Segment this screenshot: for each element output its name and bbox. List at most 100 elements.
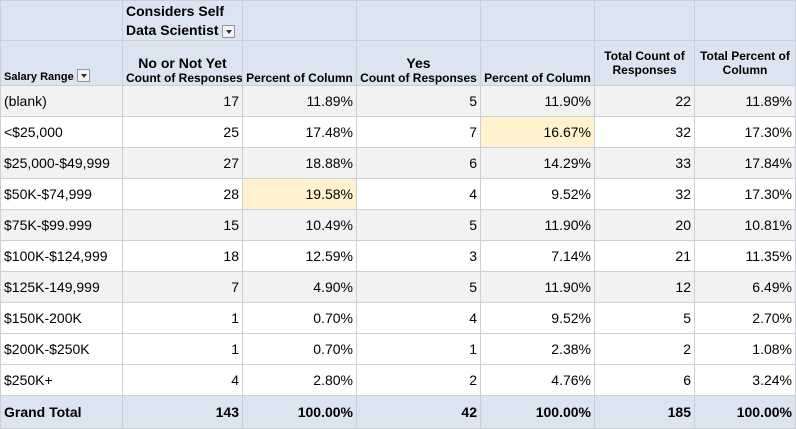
grand-total-label[interactable]: Grand Total <box>0 395 123 429</box>
grand-total-percent[interactable]: 100.00% <box>694 395 796 429</box>
group-no-percent-header[interactable]: Percent of Column <box>242 40 357 86</box>
row-field-label: Salary Range <box>4 71 74 83</box>
no-count-cell[interactable]: 7 <box>122 271 243 303</box>
total-count-cell[interactable]: 2 <box>594 333 695 365</box>
group-yes-percent-subheader: Percent of Column <box>484 71 591 85</box>
table-row: $125K-149,999 7 4.90% 5 11.90% 12 6.49% <box>0 271 796 303</box>
total-percent-cell[interactable]: 6.49% <box>694 271 796 303</box>
no-percent-cell[interactable]: 17.48% <box>242 116 357 148</box>
total-count-cell[interactable]: 32 <box>594 116 695 148</box>
row-label-cell[interactable]: $150K-200K <box>0 302 123 334</box>
row-label-cell[interactable]: $50K-$74,999 <box>0 178 123 210</box>
yes-percent-cell[interactable]: 7.14% <box>480 240 595 272</box>
no-count-cell[interactable]: 15 <box>122 209 243 241</box>
yes-count-cell[interactable]: 4 <box>356 302 481 334</box>
grand-total-yes-count[interactable]: 42 <box>356 395 481 429</box>
group-yes-percent-header[interactable]: Percent of Column <box>480 40 595 86</box>
total-percent-cell[interactable]: 11.35% <box>694 240 796 272</box>
total-percent-cell[interactable]: 17.84% <box>694 147 796 179</box>
total-percent-header-line2: Column <box>722 63 768 77</box>
row-label-cell[interactable]: $125K-149,999 <box>0 271 123 303</box>
yes-percent-cell[interactable]: 11.90% <box>480 209 595 241</box>
row-label-cell[interactable]: $75K-$99.999 <box>0 209 123 241</box>
table-row: $75K-$99.999 15 10.49% 5 11.90% 20 10.81… <box>0 209 796 241</box>
total-percent-header-line1: Total Percent of <box>700 49 790 63</box>
total-count-cell[interactable]: 21 <box>594 240 695 272</box>
column-field-header[interactable]: Considers Self Data Scientist <box>122 0 243 41</box>
grand-total-count[interactable]: 185 <box>594 395 695 429</box>
yes-count-cell[interactable]: 5 <box>356 209 481 241</box>
row-label-cell[interactable]: $200K-$250K <box>0 333 123 365</box>
total-percent-cell[interactable]: 10.81% <box>694 209 796 241</box>
yes-count-cell[interactable]: 2 <box>356 364 481 396</box>
no-percent-cell[interactable]: 2.80% <box>242 364 357 396</box>
total-count-cell[interactable]: 32 <box>594 178 695 210</box>
yes-percent-cell[interactable]: 11.90% <box>480 85 595 117</box>
yes-percent-cell[interactable]: 4.76% <box>480 364 595 396</box>
row-label-cell[interactable]: (blank) <box>0 85 123 117</box>
no-percent-cell[interactable]: 18.88% <box>242 147 357 179</box>
total-percent-cell[interactable]: 17.30% <box>694 178 796 210</box>
total-count-cell[interactable]: 12 <box>594 271 695 303</box>
total-count-cell[interactable]: 33 <box>594 147 695 179</box>
no-count-cell[interactable]: 17 <box>122 85 243 117</box>
total-count-cell[interactable]: 22 <box>594 85 695 117</box>
no-percent-cell-highlighted[interactable]: 19.58% <box>242 178 357 210</box>
grand-total-yes-percent[interactable]: 100.00% <box>480 395 595 429</box>
total-percent-cell[interactable]: 2.70% <box>694 302 796 334</box>
no-percent-cell[interactable]: 0.70% <box>242 302 357 334</box>
group-no-header[interactable]: No or Not Yet Count of Responses <box>122 40 243 86</box>
no-count-cell[interactable]: 18 <box>122 240 243 272</box>
column-field-filter-icon[interactable] <box>221 24 235 38</box>
total-percent-cell[interactable]: 3.24% <box>694 364 796 396</box>
no-percent-cell[interactable]: 12.59% <box>242 240 357 272</box>
no-percent-cell[interactable]: 10.49% <box>242 209 357 241</box>
row-label-cell[interactable]: <$25,000 <box>0 116 123 148</box>
no-count-cell[interactable]: 1 <box>122 302 243 334</box>
grand-total-no-count[interactable]: 143 <box>122 395 243 429</box>
no-percent-cell[interactable]: 11.89% <box>242 85 357 117</box>
no-count-cell[interactable]: 28 <box>122 178 243 210</box>
total-percent-cell[interactable]: 1.08% <box>694 333 796 365</box>
no-count-cell[interactable]: 4 <box>122 364 243 396</box>
total-count-header[interactable]: Total Count of Responses <box>594 40 695 86</box>
yes-count-cell[interactable]: 1 <box>356 333 481 365</box>
no-percent-cell[interactable]: 4.90% <box>242 271 357 303</box>
yes-count-cell[interactable]: 3 <box>356 240 481 272</box>
yes-count-cell[interactable]: 6 <box>356 147 481 179</box>
total-count-cell[interactable]: 6 <box>594 364 695 396</box>
total-percent-header[interactable]: Total Percent of Column <box>694 40 796 86</box>
table-row: <$25,000 25 17.48% 7 16.67% 32 17.30% <box>0 116 796 148</box>
total-percent-cell[interactable]: 17.30% <box>694 116 796 148</box>
no-percent-cell[interactable]: 0.70% <box>242 333 357 365</box>
yes-percent-cell[interactable]: 9.52% <box>480 178 595 210</box>
header-row-bottom: Salary Range No or Not Yet Count of Resp… <box>0 40 796 86</box>
yes-percent-cell-highlighted[interactable]: 16.67% <box>480 116 595 148</box>
row-field-header[interactable]: Salary Range <box>0 40 123 86</box>
total-count-cell[interactable]: 5 <box>594 302 695 334</box>
no-count-cell[interactable]: 27 <box>122 147 243 179</box>
header-row-top: Considers Self Data Scientist <box>0 0 796 41</box>
group-yes-header[interactable]: Yes Count of Responses <box>356 40 481 86</box>
grand-total-no-percent[interactable]: 100.00% <box>242 395 357 429</box>
yes-percent-cell[interactable]: 11.90% <box>480 271 595 303</box>
yes-count-cell[interactable]: 7 <box>356 116 481 148</box>
row-label-cell[interactable]: $25,000-$49,999 <box>0 147 123 179</box>
row-field-filter-icon[interactable] <box>76 69 90 83</box>
yes-percent-cell[interactable]: 14.29% <box>480 147 595 179</box>
total-count-cell[interactable]: 20 <box>594 209 695 241</box>
yes-percent-cell[interactable]: 2.38% <box>480 333 595 365</box>
yes-count-cell[interactable]: 4 <box>356 178 481 210</box>
yes-count-cell[interactable]: 5 <box>356 271 481 303</box>
no-count-cell[interactable]: 25 <box>122 116 243 148</box>
table-row: $25,000-$49,999 27 18.88% 6 14.29% 33 17… <box>0 147 796 179</box>
row-label-cell[interactable]: $100K-$124,999 <box>0 240 123 272</box>
yes-percent-cell[interactable]: 9.52% <box>480 302 595 334</box>
header-blank-cell <box>694 0 796 41</box>
total-percent-cell[interactable]: 11.89% <box>694 85 796 117</box>
row-label-cell[interactable]: $250K+ <box>0 364 123 396</box>
corner-cell <box>0 0 123 41</box>
no-count-cell[interactable]: 1 <box>122 333 243 365</box>
yes-count-cell[interactable]: 5 <box>356 85 481 117</box>
